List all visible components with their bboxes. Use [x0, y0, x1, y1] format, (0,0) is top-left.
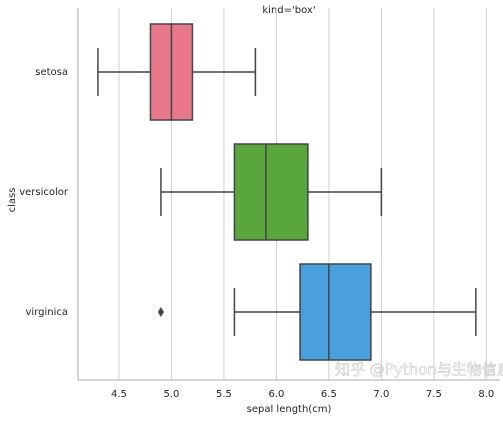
- x-axis-label: sepal length(cm): [247, 404, 332, 415]
- y-tick-label: virginica: [26, 307, 69, 318]
- y-axis-label: class: [7, 188, 18, 213]
- chart-title: kind='box': [262, 5, 315, 16]
- x-tick-label: 6.5: [321, 389, 337, 400]
- x-tick-label: 6.0: [268, 389, 284, 400]
- x-tick-label: 7.0: [373, 389, 389, 400]
- x-tick-label: 5.0: [163, 389, 179, 400]
- y-tick-label: setosa: [35, 67, 68, 78]
- outlier: [157, 307, 164, 317]
- box: [299, 263, 372, 361]
- y-tick-label: versicolor: [19, 187, 69, 198]
- watermark: 知乎 @Python与生物信息: [335, 361, 503, 379]
- x-tick-label: 5.5: [216, 389, 232, 400]
- x-tick-label: 8.0: [478, 389, 494, 400]
- x-tick-label: 7.5: [426, 389, 442, 400]
- box: [233, 143, 309, 241]
- x-tick-label: 4.5: [111, 389, 127, 400]
